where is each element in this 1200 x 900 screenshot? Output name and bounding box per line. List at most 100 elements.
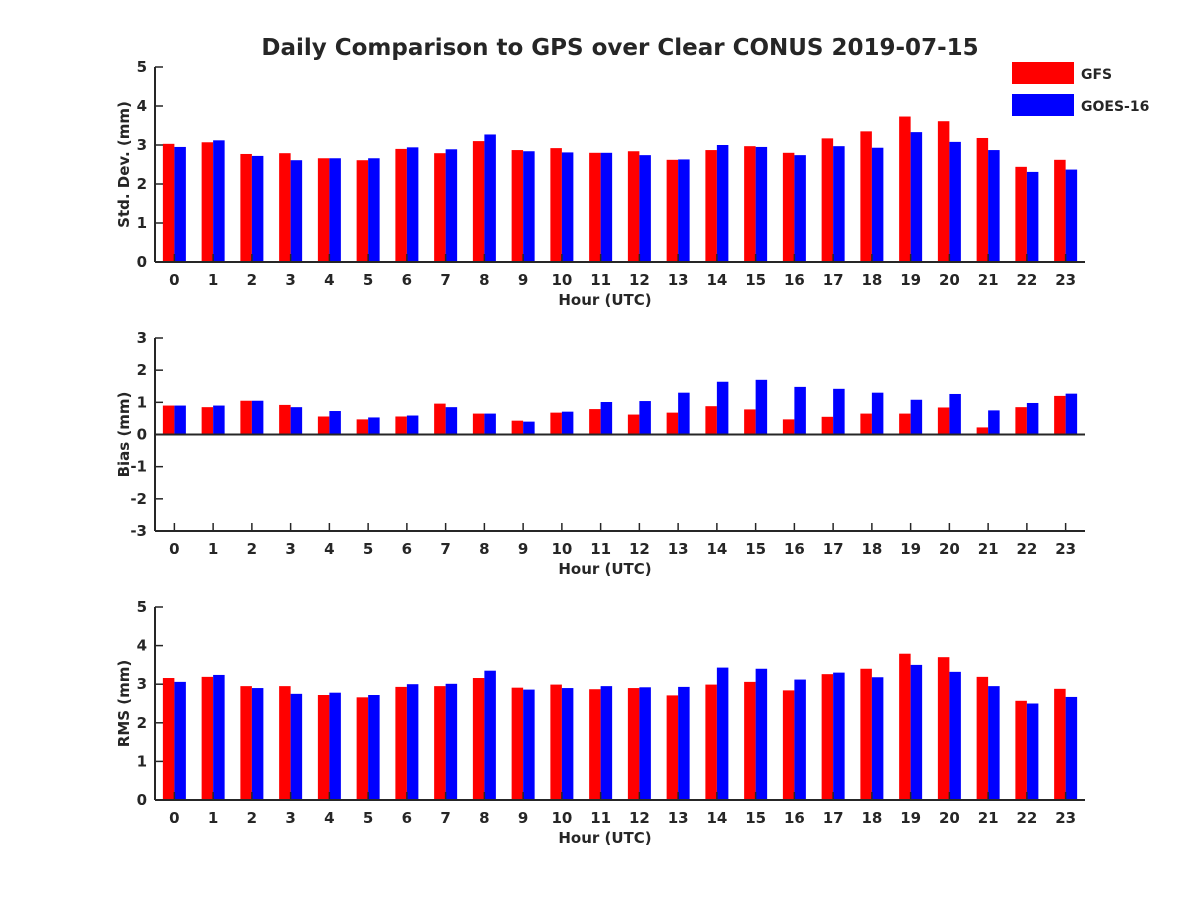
x-tick-label: 7 — [440, 271, 450, 289]
bar-goes-hour-11 — [600, 152, 613, 262]
bar-goes-hour-9 — [523, 151, 535, 262]
bar-gfs-hour-3 — [279, 404, 291, 435]
y-tick-label: 4 — [137, 637, 147, 655]
x-tick-label: 22 — [1016, 809, 1037, 827]
x-tick-label: 23 — [1055, 809, 1076, 827]
bar-goes-hour-5 — [368, 417, 380, 435]
bar-goes-hour-12 — [639, 401, 651, 435]
bar-gfs-hour-9 — [511, 150, 524, 262]
y-tick-label: 1 — [137, 214, 147, 232]
x-tick-label: 16 — [784, 271, 805, 289]
x-tick-label: 5 — [363, 809, 373, 827]
bar-gfs-hour-8 — [472, 678, 485, 800]
bar-goes-hour-17 — [833, 388, 845, 435]
bar-gfs-hour-23 — [1054, 159, 1066, 262]
x-tick-label: 12 — [629, 540, 650, 558]
x-tick-label: 15 — [745, 809, 766, 827]
bar-gfs-hour-4 — [317, 158, 330, 262]
bar-gfs-hour-1 — [201, 676, 214, 800]
bar-goes-hour-4 — [329, 692, 341, 800]
y-axis-label: RMS (mm) — [115, 660, 133, 747]
bar-gfs-hour-1 — [201, 142, 214, 262]
x-tick-label: 15 — [745, 271, 766, 289]
bar-gfs-hour-8 — [472, 413, 485, 435]
legend-label-goes: GOES-16 — [1081, 99, 1149, 115]
x-tick-label: 23 — [1055, 271, 1076, 289]
bar-gfs-hour-20 — [937, 657, 950, 800]
bar-goes-hour-15 — [755, 379, 768, 435]
bar-gfs-hour-7 — [434, 153, 446, 262]
x-tick-label: 5 — [363, 540, 373, 558]
bar-goes-hour-10 — [561, 152, 574, 262]
bar-goes-hour-14 — [716, 381, 729, 435]
x-tick-label: 7 — [440, 540, 450, 558]
bar-goes-hour-5 — [368, 695, 380, 800]
x-tick-label: 11 — [590, 540, 611, 558]
bar-goes-hour-23 — [1065, 393, 1078, 435]
bar-gfs-hour-13 — [666, 695, 679, 800]
x-tick-label: 21 — [978, 271, 999, 289]
bar-goes-hour-8 — [484, 670, 496, 800]
x-tick-label: 0 — [169, 540, 179, 558]
bar-goes-hour-23 — [1065, 696, 1078, 800]
bar-goes-hour-22 — [1026, 171, 1039, 262]
bar-gfs-hour-16 — [782, 690, 795, 800]
bar-gfs-hour-2 — [240, 153, 252, 262]
bar-goes-hour-16 — [794, 155, 806, 262]
x-tick-label: 9 — [518, 809, 528, 827]
y-tick-label: 5 — [137, 58, 147, 76]
x-tick-label: 22 — [1016, 271, 1037, 289]
y-tick-label: 1 — [137, 752, 147, 770]
x-tick-label: 13 — [668, 271, 689, 289]
bar-gfs-hour-3 — [279, 686, 291, 800]
x-tick-label: 4 — [324, 540, 334, 558]
x-tick-label: 6 — [402, 809, 412, 827]
x-tick-label: 3 — [285, 809, 295, 827]
bar-goes-hour-2 — [251, 155, 264, 262]
bar-goes-hour-21 — [988, 686, 1000, 800]
x-tick-label: 19 — [900, 540, 921, 558]
bar-gfs-hour-4 — [317, 695, 330, 800]
bar-goes-hour-4 — [329, 411, 341, 435]
bar-goes-hour-18 — [871, 147, 884, 262]
bar-goes-hour-7 — [445, 149, 458, 262]
x-tick-label: 11 — [590, 809, 611, 827]
bar-gfs-hour-3 — [279, 153, 291, 262]
bar-gfs-hour-18 — [860, 131, 872, 262]
y-axis-label: Bias (mm) — [115, 392, 133, 478]
x-tick-label: 12 — [629, 809, 650, 827]
bar-gfs-hour-10 — [550, 684, 562, 800]
bar-goes-hour-3 — [290, 407, 303, 435]
bar-goes-hour-9 — [523, 421, 535, 435]
bar-gfs-hour-10 — [550, 148, 562, 262]
x-tick-label: 23 — [1055, 540, 1076, 558]
bar-gfs-hour-14 — [705, 684, 717, 800]
bar-gfs-hour-19 — [899, 116, 911, 262]
bar-goes-hour-1 — [213, 405, 225, 435]
x-axis-label: Hour (UTC) — [558, 829, 651, 847]
bar-gfs-hour-5 — [356, 160, 369, 262]
bar-gfs-hour-20 — [937, 121, 950, 263]
bar-gfs-hour-19 — [899, 653, 911, 800]
bar-goes-hour-21 — [988, 410, 1000, 435]
bar-gfs-hour-18 — [860, 668, 872, 800]
bar-gfs-hour-2 — [240, 686, 252, 800]
bar-gfs-hour-15 — [744, 146, 756, 262]
legend-label-gfs: GFS — [1081, 67, 1112, 83]
x-tick-label: 10 — [551, 271, 572, 289]
x-tick-label: 4 — [324, 809, 334, 827]
y-tick-label: 4 — [137, 97, 147, 115]
x-tick-label: 0 — [169, 271, 179, 289]
bar-gfs-hour-15 — [744, 681, 756, 800]
x-tick-label: 2 — [247, 809, 257, 827]
bar-goes-hour-0 — [174, 681, 186, 800]
bar-goes-hour-19 — [910, 132, 923, 262]
chart-title: Daily Comparison to GPS over Clear CONUS… — [261, 35, 978, 61]
bar-goes-hour-14 — [716, 667, 729, 800]
bar-goes-hour-7 — [445, 407, 458, 435]
bar-gfs-hour-7 — [434, 686, 446, 800]
bar-goes-hour-2 — [251, 688, 264, 800]
bar-gfs-hour-16 — [782, 419, 795, 435]
x-tick-label: 20 — [939, 540, 960, 558]
